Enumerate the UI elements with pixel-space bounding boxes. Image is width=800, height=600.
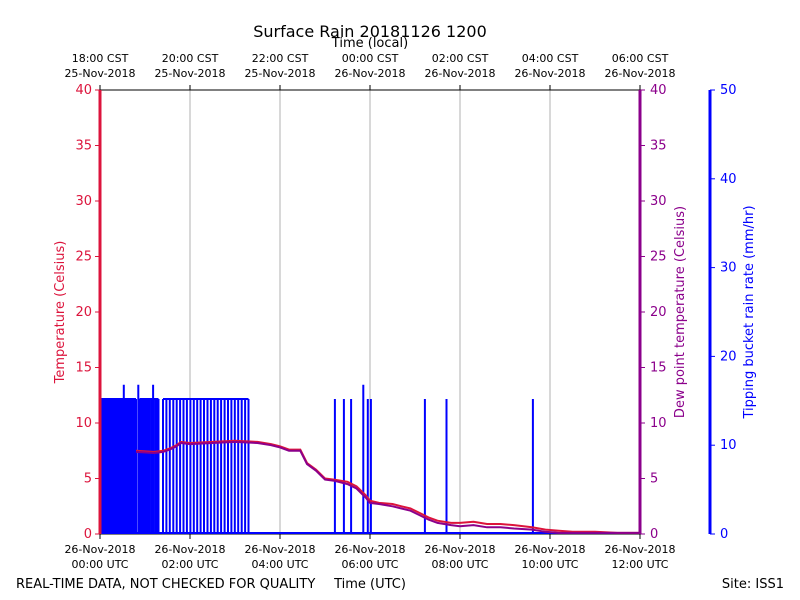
- dew-tick-label: 30: [650, 194, 667, 209]
- local-tick-time: 06:00 CST: [612, 52, 669, 65]
- utc-tick-time: 04:00 UTC: [251, 558, 308, 571]
- rain-axis-label: Tipping bucket rain rate (mm/hr): [742, 205, 757, 419]
- utc-tick-date: 26-Nov-2018: [604, 543, 675, 556]
- local-tick-time: 18:00 CST: [72, 52, 129, 65]
- left-axis-label: Temperature (Celsius): [53, 241, 68, 385]
- temp-tick-label: 0: [84, 527, 92, 542]
- utc-tick-date: 26-Nov-2018: [334, 543, 405, 556]
- temp-tick-label: 10: [75, 416, 92, 431]
- local-axis-ticks: 18:00 CST 25-Nov-2018 20:00 CST 25-Nov-2018…: [64, 52, 676, 90]
- local-tick-time: 02:00 CST: [432, 52, 489, 65]
- x-axis-label: Time (UTC): [333, 577, 406, 592]
- utc-tick-time: 02:00 UTC: [161, 558, 218, 571]
- dew-tick-label: 5: [650, 472, 658, 487]
- dewpoint-line: [135, 440, 640, 534]
- rain-rate-series: [99, 384, 640, 534]
- temp-tick-label: 40: [75, 83, 92, 98]
- dew-tick-label: 20: [650, 305, 667, 320]
- rain-tick-label: 0: [720, 527, 728, 542]
- utc-tick-time: 12:00 UTC: [611, 558, 668, 571]
- dew-tick-label: 0: [650, 527, 658, 542]
- utc-tick-time: 06:00 UTC: [341, 558, 398, 571]
- local-tick-date: 25-Nov-2018: [154, 67, 225, 80]
- local-tick-time: 00:00 CST: [342, 52, 399, 65]
- temperature-line: [135, 439, 640, 534]
- local-tick-date: 26-Nov-2018: [334, 67, 405, 80]
- utc-tick-date: 26-Nov-2018: [154, 543, 225, 556]
- local-tick-time: 04:00 CST: [522, 52, 579, 65]
- rain-tick-label: 10: [720, 438, 737, 453]
- local-tick-time: 22:00 CST: [252, 52, 309, 65]
- rain-tick-label: 20: [720, 349, 737, 364]
- quality-disclaimer: REAL-TIME DATA, NOT CHECKED FOR QUALITY: [16, 577, 315, 592]
- utc-tick-date: 26-Nov-2018: [424, 543, 495, 556]
- right-axis-ticks: 0 5 10 15 20 25 30 35 40: [640, 83, 667, 542]
- right-axis-label: Dew point temperature (Celsius): [673, 206, 688, 418]
- dew-tick-label: 15: [650, 361, 667, 376]
- utc-tick-date: 26-Nov-2018: [244, 543, 315, 556]
- dew-tick-label: 40: [650, 83, 667, 98]
- temp-tick-label: 5: [84, 472, 92, 487]
- utc-tick-date: 26-Nov-2018: [64, 543, 135, 556]
- utc-tick-date: 26-Nov-2018: [514, 543, 585, 556]
- local-tick-date: 26-Nov-2018: [514, 67, 585, 80]
- utc-tick-time: 08:00 UTC: [431, 558, 488, 571]
- utc-axis-ticks: 26-Nov-2018 00:00 UTC 26-Nov-2018 02:00 UTC…: [64, 534, 676, 571]
- temp-tick-label: 30: [75, 194, 92, 209]
- temp-tick-label: 25: [75, 250, 92, 265]
- rain-tick-label: 40: [720, 172, 737, 187]
- dew-tick-label: 25: [650, 250, 667, 265]
- temp-tick-label: 15: [75, 361, 92, 376]
- rain-tick-label: 50: [720, 83, 737, 98]
- local-tick-date: 25-Nov-2018: [244, 67, 315, 80]
- temp-tick-label: 20: [75, 305, 92, 320]
- rain-tick-label: 30: [720, 261, 737, 276]
- dew-tick-label: 35: [650, 139, 667, 154]
- local-tick-date: 26-Nov-2018: [604, 67, 675, 80]
- chart-title: Surface Rain 20181126 1200: [253, 22, 487, 41]
- top-axis-label: Time (local): [331, 36, 408, 51]
- local-tick-time: 20:00 CST: [162, 52, 219, 65]
- left-axis-ticks: 0 5 10 15 20 25 30 35 40: [75, 83, 100, 542]
- rain-axis-ticks: 0 10 20 30 40 50: [710, 83, 737, 542]
- dew-tick-label: 10: [650, 416, 667, 431]
- utc-tick-time: 10:00 UTC: [521, 558, 578, 571]
- local-tick-date: 26-Nov-2018: [424, 67, 495, 80]
- local-tick-date: 25-Nov-2018: [64, 67, 135, 80]
- temp-tick-label: 35: [75, 139, 92, 154]
- utc-tick-time: 00:00 UTC: [71, 558, 128, 571]
- site-label: Site: ISS1: [722, 577, 784, 592]
